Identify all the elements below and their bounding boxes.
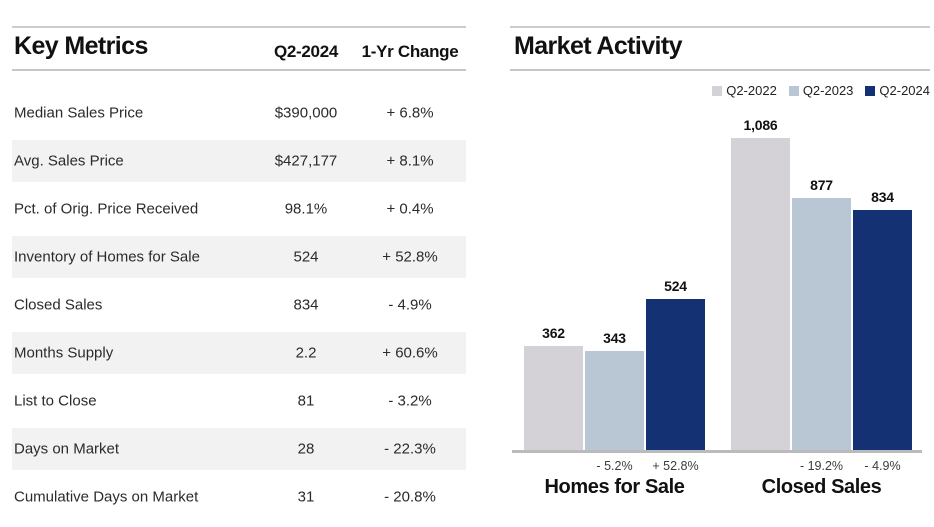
bar-chart: 362 343 - 5.2% 524 + 52.8% Homes for Sale 1,08… bbox=[512, 95, 922, 498]
bar-pct-change-label: - 5.2% bbox=[596, 459, 633, 473]
bar-pct-change-label: + 52.8% bbox=[652, 459, 699, 473]
chart-baseline bbox=[512, 450, 922, 453]
metric-value: 834 bbox=[293, 296, 319, 314]
metric-change: + 0.4% bbox=[386, 200, 434, 218]
bar-q2-2022-homes-for-sale: 362 bbox=[524, 325, 583, 450]
table-row: List to Close 81 - 3.2% bbox=[12, 377, 466, 425]
key-metrics-panel: Key Metrics Q2-2024 1-Yr Change Median S… bbox=[12, 0, 466, 527]
bar-value-label: 343 bbox=[603, 330, 626, 346]
table-row: Closed Sales 834 - 4.9% bbox=[12, 281, 466, 329]
legend-swatch-icon bbox=[788, 85, 799, 96]
bar-value-label: 524 bbox=[664, 278, 687, 294]
market-activity-panel: Market Activity Q2-2022 Q2-2023 Q2-2024 36… bbox=[510, 0, 930, 527]
metric-change: + 60.6% bbox=[382, 344, 438, 362]
metric-label: Closed Sales bbox=[14, 296, 103, 314]
metric-value: 28 bbox=[297, 440, 315, 458]
legend-label: Q2-2023 bbox=[802, 83, 854, 98]
metric-label: Inventory of Homes for Sale bbox=[14, 248, 200, 266]
metric-label: Pct. of Orig. Price Received bbox=[14, 200, 199, 218]
metric-change: - 4.9% bbox=[388, 296, 432, 314]
bar-pct-change-label: - 19.2% bbox=[799, 459, 844, 473]
metric-value: 98.1% bbox=[284, 200, 328, 218]
metric-change: + 6.8% bbox=[386, 104, 434, 122]
bar-q2-2024-closed-sales: 834 bbox=[853, 189, 912, 450]
bar-pct-change-label: - 4.9% bbox=[864, 459, 901, 473]
key-metrics-table: Median Sales Price $390,000 + 6.8% Avg. Sal… bbox=[12, 89, 466, 521]
metric-label: Median Sales Price bbox=[14, 104, 144, 122]
table-row: Inventory of Homes for Sale 524 + 52.8% bbox=[12, 233, 466, 281]
divider-header bbox=[12, 69, 466, 71]
metric-change: + 52.8% bbox=[382, 248, 438, 266]
bar-value-label: 877 bbox=[810, 177, 833, 193]
metric-change: - 22.3% bbox=[384, 440, 436, 458]
category-label: Homes for Sale bbox=[544, 476, 685, 498]
market-activity-title: Market Activity bbox=[514, 32, 683, 60]
metric-change: + 8.1% bbox=[386, 152, 434, 170]
bar-q2-2023-homes-for-sale: 343 bbox=[585, 330, 644, 450]
table-row: Pct. of Orig. Price Received 98.1% + 0.4% bbox=[12, 185, 466, 233]
metric-value: 524 bbox=[293, 248, 319, 266]
legend-swatch-icon bbox=[865, 85, 876, 96]
metric-value: 31 bbox=[297, 488, 315, 506]
metric-label: Avg. Sales Price bbox=[14, 152, 124, 170]
metric-value: 2.2 bbox=[295, 344, 317, 362]
metric-change: - 3.2% bbox=[388, 392, 432, 410]
key-metrics-title: Key Metrics bbox=[14, 32, 148, 60]
column-header-1yr-change: 1-Yr Change bbox=[361, 42, 459, 61]
divider-top bbox=[510, 26, 930, 28]
metric-value: 81 bbox=[297, 392, 315, 410]
metric-label: Cumulative Days on Market bbox=[14, 488, 199, 506]
bar-q2-2022-closed-sales: 1,086 bbox=[731, 117, 790, 450]
bar-q2-2023-closed-sales: 877 bbox=[792, 177, 851, 450]
divider-header bbox=[510, 69, 930, 71]
table-row: Avg. Sales Price $427,177 + 8.1% bbox=[12, 137, 466, 185]
bar-q2-2024-homes-for-sale: 524 bbox=[646, 278, 705, 450]
metric-value: $427,177 bbox=[274, 152, 338, 170]
legend-item: Q2-2023 bbox=[788, 83, 854, 98]
legend-label: Q2-2022 bbox=[726, 83, 777, 98]
category-label: Closed Sales bbox=[761, 476, 882, 498]
bar-value-label: 834 bbox=[871, 189, 894, 205]
metric-label: Days on Market bbox=[14, 440, 120, 458]
divider-top bbox=[12, 26, 466, 28]
chart-legend: Q2-2022 Q2-2023 Q2-2024 bbox=[712, 83, 930, 98]
table-row: Median Sales Price $390,000 + 6.8% bbox=[12, 89, 466, 137]
legend-item: Q2-2024 bbox=[865, 83, 930, 98]
legend-item: Q2-2022 bbox=[712, 83, 777, 98]
table-row: Cumulative Days on Market 31 - 20.8% bbox=[12, 473, 466, 521]
table-row: Days on Market 28 - 22.3% bbox=[12, 425, 466, 473]
table-row: Months Supply 2.2 + 60.6% bbox=[12, 329, 466, 377]
legend-label: Q2-2024 bbox=[879, 83, 930, 98]
metric-change: - 20.8% bbox=[384, 488, 436, 506]
metric-value: $390,000 bbox=[274, 104, 338, 122]
metric-label: List to Close bbox=[14, 392, 97, 410]
bar-value-label: 1,086 bbox=[743, 117, 778, 133]
bar-value-label: 362 bbox=[542, 325, 565, 341]
metric-label: Months Supply bbox=[14, 344, 114, 362]
legend-swatch-icon bbox=[712, 85, 723, 96]
column-header-q2-2024: Q2-2024 bbox=[273, 42, 339, 61]
